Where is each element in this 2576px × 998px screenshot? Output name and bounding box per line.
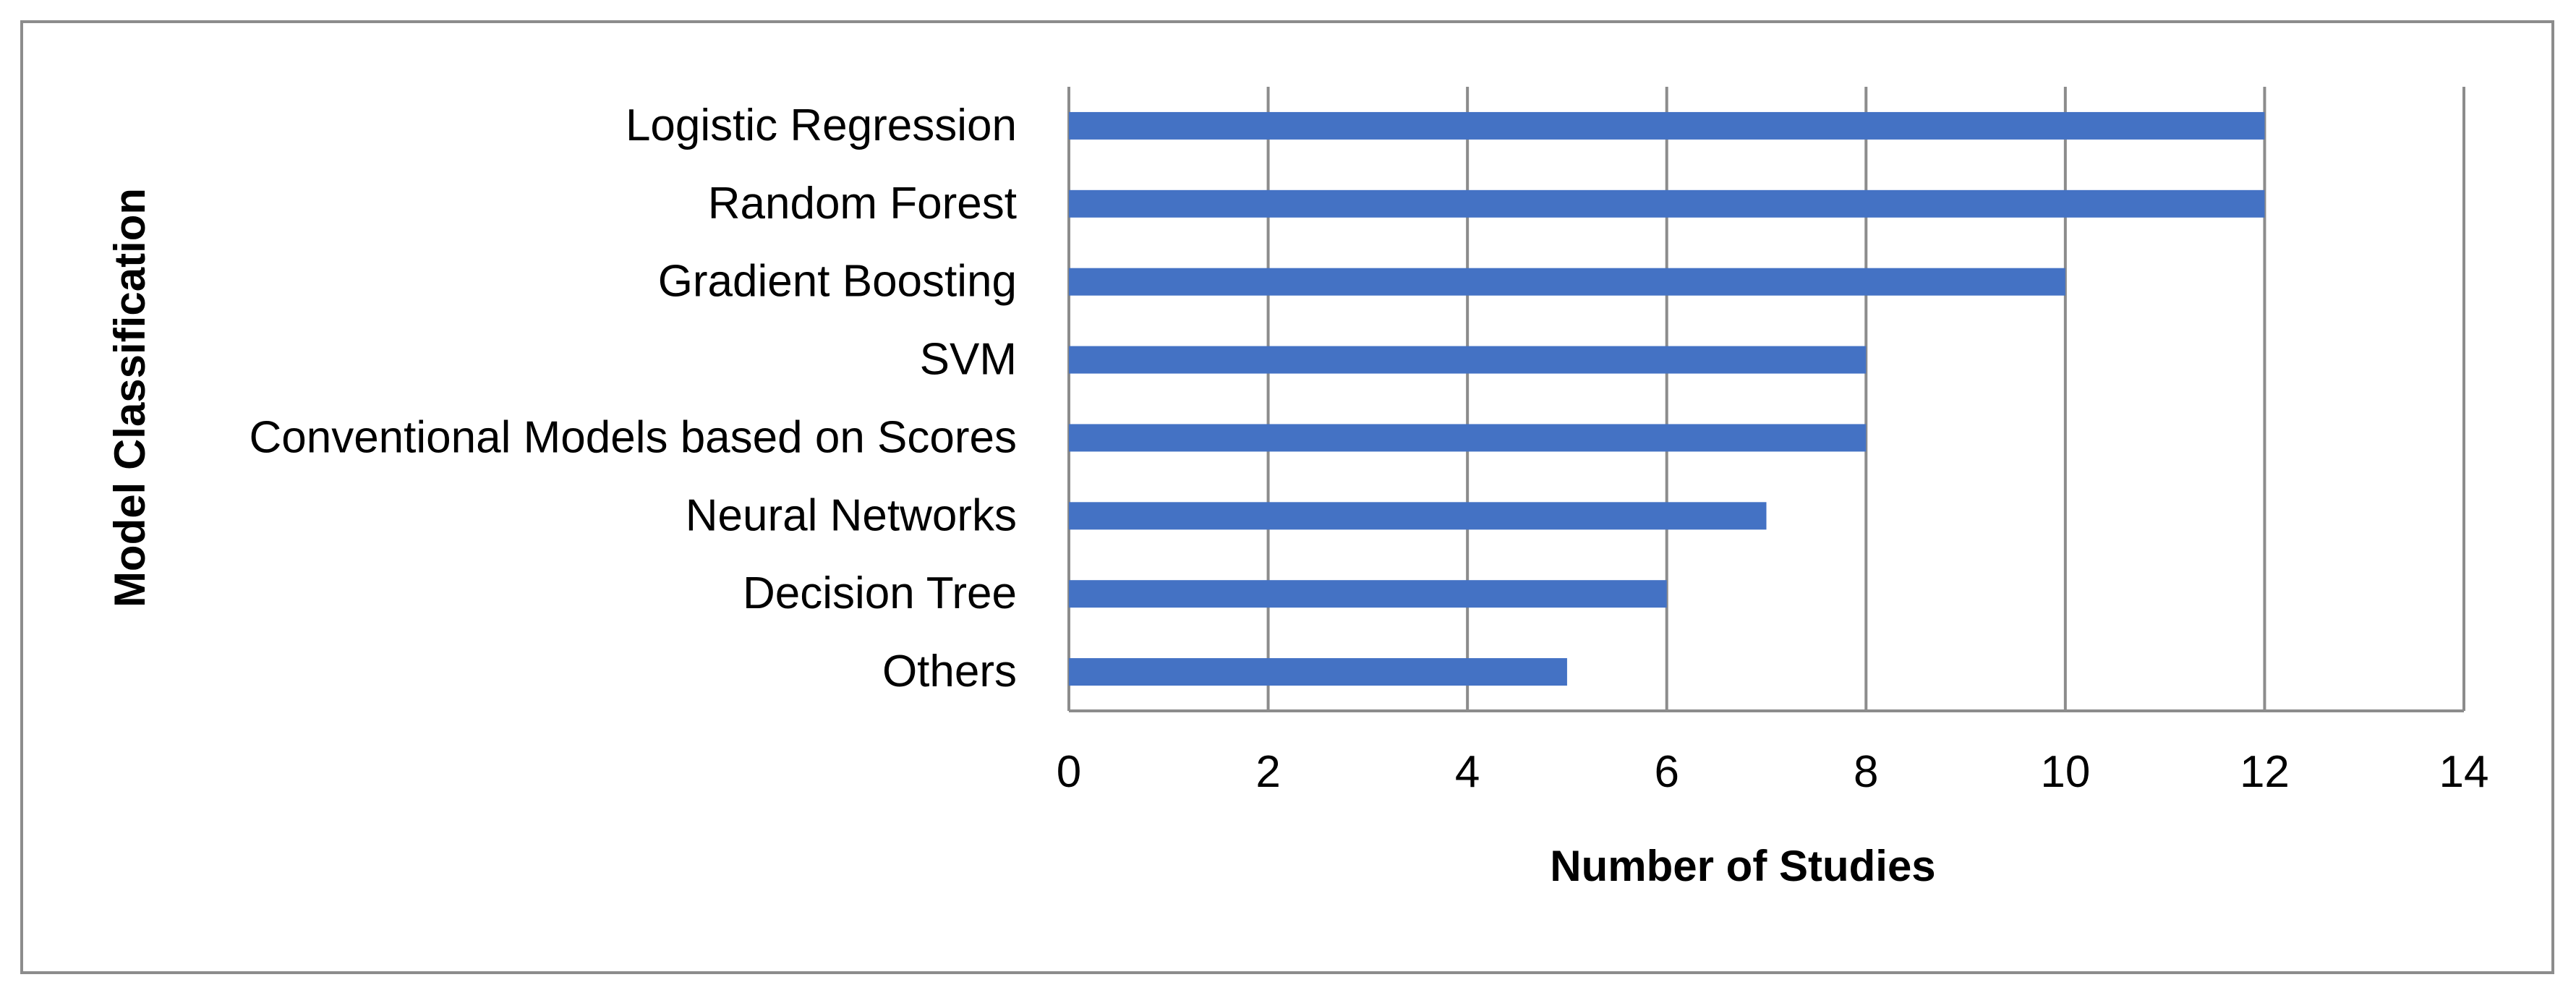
- x-tick-label: 0: [1057, 747, 1081, 797]
- category-label: Conventional Models based on Scores: [249, 412, 1017, 462]
- x-tick-label: 8: [1854, 747, 1878, 797]
- x-tick-label: 10: [2040, 747, 2090, 797]
- x-tick-labels: 0 2 4 6 8 10 12 14: [1057, 747, 2489, 797]
- bar: [1069, 580, 1667, 608]
- x-tick-label: 12: [2240, 747, 2290, 797]
- category-label: Decision Tree: [743, 568, 1017, 618]
- category-label: SVM: [920, 335, 1017, 385]
- bars: [1069, 111, 2265, 686]
- bar: [1069, 189, 2265, 218]
- bar: [1069, 268, 2065, 296]
- x-tick-label: 4: [1455, 747, 1480, 797]
- bar: [1069, 658, 1567, 686]
- x-tick-label: 6: [1654, 747, 1679, 797]
- category-labels: Logistic Regression Random Forest Gradient…: [249, 101, 1017, 696]
- bar: [1069, 424, 1867, 452]
- category-label: Random Forest: [708, 179, 1017, 229]
- bar: [1069, 346, 1867, 374]
- x-tick-label: 14: [2439, 747, 2489, 797]
- bar: [1069, 111, 2265, 140]
- chart-border: [20, 20, 2554, 974]
- category-label: Others: [882, 647, 1017, 696]
- bar: [1069, 502, 1767, 530]
- x-axis-title: Number of Studies: [1550, 842, 1935, 890]
- y-axis-title: Model Classification: [106, 188, 154, 607]
- category-label: Logistic Regression: [626, 101, 1017, 150]
- category-label: Gradient Boosting: [658, 257, 1017, 307]
- category-label: Neural Networks: [686, 490, 1017, 540]
- x-tick-label: 2: [1255, 747, 1280, 797]
